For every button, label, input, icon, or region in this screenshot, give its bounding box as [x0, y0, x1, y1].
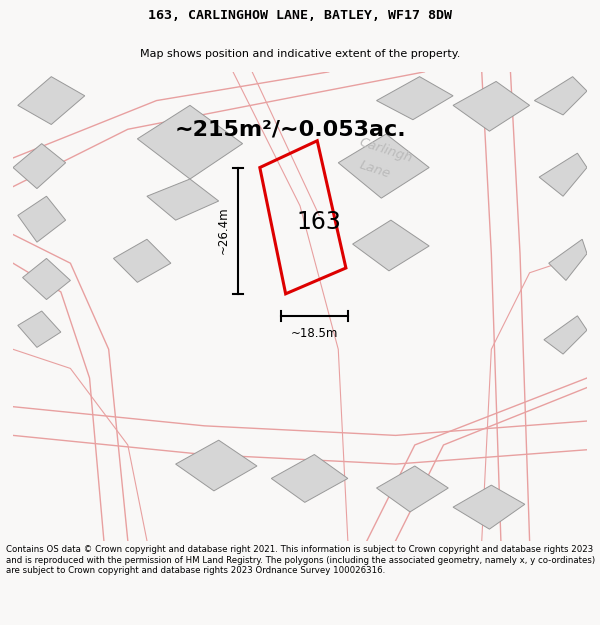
Text: ~215m²/~0.053ac.: ~215m²/~0.053ac. [175, 119, 406, 139]
Text: Carlingh: Carlingh [358, 136, 414, 165]
Polygon shape [549, 239, 587, 281]
Text: Lane: Lane [358, 158, 392, 181]
Text: 163: 163 [297, 210, 342, 234]
Polygon shape [18, 196, 65, 242]
Polygon shape [353, 220, 429, 271]
Text: Map shows position and indicative extent of the property.: Map shows position and indicative extent… [140, 49, 460, 59]
Text: ~26.4m: ~26.4m [217, 207, 230, 254]
Text: Contains OS data © Crown copyright and database right 2021. This information is : Contains OS data © Crown copyright and d… [6, 545, 595, 575]
Polygon shape [535, 77, 587, 115]
Polygon shape [544, 316, 587, 354]
Polygon shape [137, 106, 242, 179]
Polygon shape [176, 440, 257, 491]
Text: ~18.5m: ~18.5m [290, 326, 338, 339]
Polygon shape [18, 77, 85, 124]
Polygon shape [453, 485, 525, 529]
Polygon shape [23, 258, 70, 299]
Polygon shape [377, 77, 453, 120]
Polygon shape [453, 81, 530, 131]
Polygon shape [147, 179, 218, 220]
Polygon shape [271, 454, 348, 503]
Polygon shape [377, 466, 448, 512]
Polygon shape [539, 153, 587, 196]
Polygon shape [13, 144, 65, 189]
Text: 163, CARLINGHOW LANE, BATLEY, WF17 8DW: 163, CARLINGHOW LANE, BATLEY, WF17 8DW [148, 9, 452, 22]
Polygon shape [338, 134, 429, 198]
Polygon shape [18, 311, 61, 348]
Polygon shape [113, 239, 171, 282]
